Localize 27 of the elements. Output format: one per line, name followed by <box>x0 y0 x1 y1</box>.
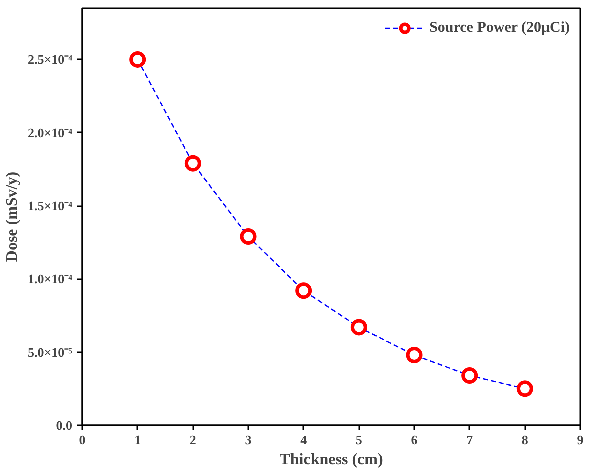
point <box>462 368 478 384</box>
x-tick-label: 5 <box>356 432 363 448</box>
y-tick-label: 0.0 <box>56 418 72 433</box>
x-tick-label: 1 <box>134 432 142 448</box>
x-axis-title: Thickness (cm) <box>280 452 384 468</box>
point <box>406 347 423 364</box>
point <box>130 51 146 68</box>
x-tick-label: 9 <box>577 432 584 448</box>
x-tick-label: 6 <box>411 432 418 448</box>
x-tick-label: 2 <box>190 432 196 448</box>
point <box>240 228 257 245</box>
x-tick-label: 4 <box>300 432 308 448</box>
y-tick-label: 1.5×10⁻⁴ <box>28 198 73 214</box>
point <box>296 282 312 300</box>
x-tick-label: 3 <box>245 432 252 448</box>
point <box>516 380 534 398</box>
y-tick-label: 2.0×10⁻⁴ <box>28 125 73 140</box>
x-tick-label: 8 <box>522 432 529 448</box>
x-tick-label: 7 <box>466 432 474 448</box>
legend-label: Source Power (20μCi) <box>430 20 570 36</box>
x-tick-label: 0 <box>79 432 86 448</box>
point <box>184 155 202 172</box>
y-tick-label: 1.0×10⁻⁴ <box>28 272 73 287</box>
y-tick-label: 2.5×10⁻⁴ <box>28 52 73 68</box>
y-axis-title: Dose (mSv/y) <box>4 172 21 262</box>
y-tick-label: 5.0×10⁻⁵ <box>28 344 73 360</box>
point <box>350 319 368 336</box>
